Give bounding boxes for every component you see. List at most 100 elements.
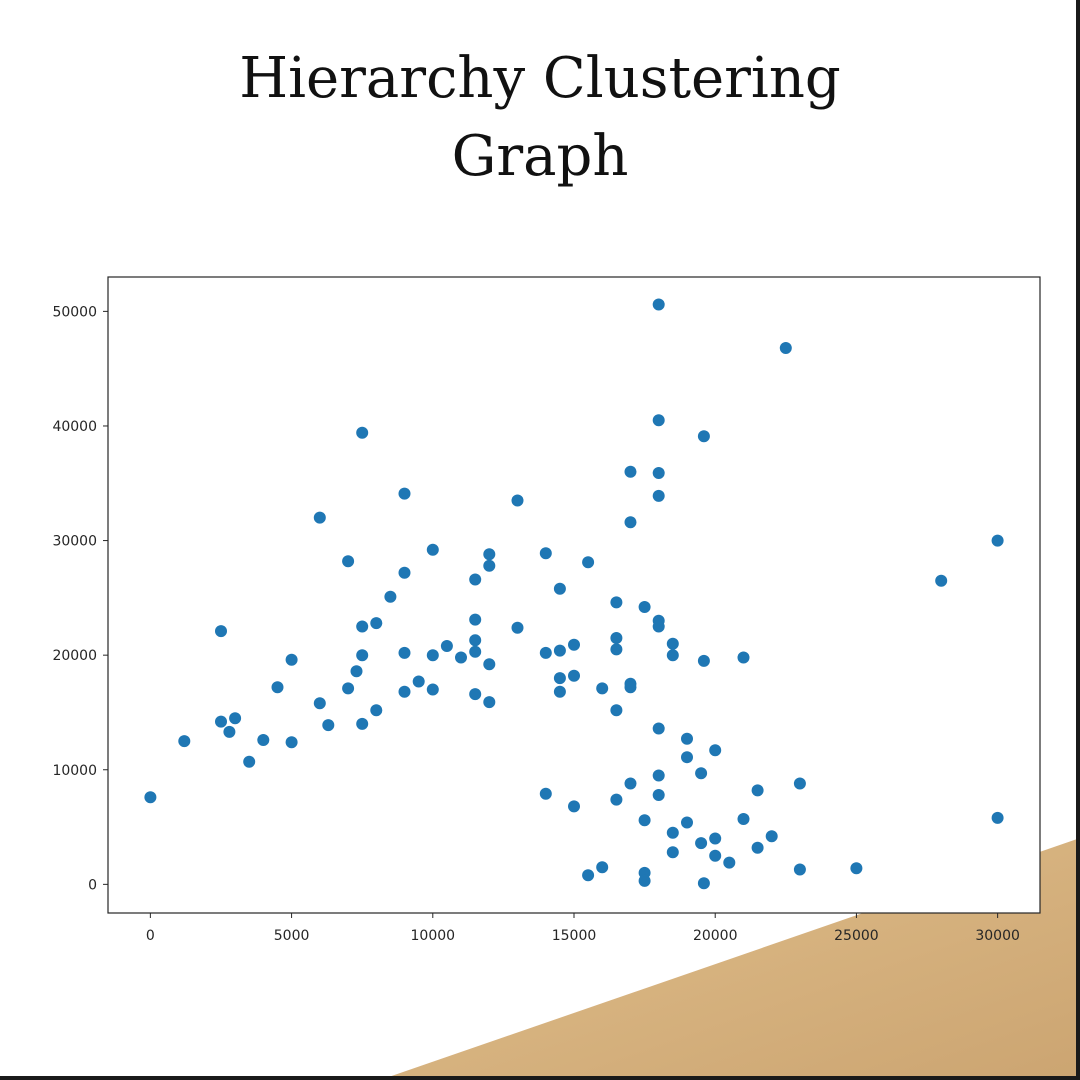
data-point <box>624 777 637 790</box>
data-point <box>793 863 806 876</box>
data-point <box>610 643 623 656</box>
data-point <box>709 832 722 845</box>
data-point <box>285 736 298 749</box>
data-point <box>624 516 637 529</box>
data-point <box>638 874 651 887</box>
data-point <box>666 826 679 839</box>
data-point <box>991 811 1004 824</box>
data-point <box>935 574 948 587</box>
x-tick-label: 25000 <box>834 928 879 944</box>
data-point <box>178 735 191 748</box>
data-point <box>398 566 411 579</box>
page-border-right <box>1076 0 1080 1080</box>
data-point <box>666 846 679 859</box>
data-point <box>779 342 792 354</box>
data-point <box>991 534 1004 547</box>
data-point <box>568 800 580 813</box>
title-line-2: Graph <box>451 124 629 189</box>
data-point <box>356 717 369 730</box>
data-point <box>539 787 552 800</box>
data-point <box>737 813 750 825</box>
data-point <box>342 682 355 695</box>
page-title: Hierarchy Clustering Graph <box>0 40 1080 196</box>
data-point <box>737 651 750 664</box>
data-point <box>596 861 609 874</box>
data-point <box>313 511 326 524</box>
data-point <box>553 685 566 698</box>
data-point <box>582 556 595 569</box>
data-point <box>610 596 623 609</box>
data-point <box>709 744 722 757</box>
data-point <box>229 712 242 725</box>
data-point <box>596 682 609 695</box>
data-point <box>350 665 363 678</box>
data-point <box>751 784 764 797</box>
data-point <box>469 645 482 658</box>
data-point <box>257 734 270 746</box>
data-point <box>313 697 326 710</box>
data-point <box>469 573 482 586</box>
data-point <box>285 653 298 666</box>
data-point <box>483 548 496 561</box>
data-point <box>511 494 524 507</box>
data-point <box>342 555 355 568</box>
data-point <box>271 681 284 694</box>
data-point <box>697 877 710 890</box>
data-point <box>610 704 623 717</box>
data-point <box>243 755 256 768</box>
data-point <box>793 777 806 790</box>
data-point <box>850 862 863 875</box>
y-tick-label: 20000 <box>52 648 97 664</box>
data-point <box>652 769 665 782</box>
data-point <box>398 685 411 698</box>
data-point <box>652 789 665 801</box>
data-point <box>638 601 651 613</box>
x-axis-ticks: 0 5000 10000 15000 20000 25000 30000 <box>146 913 1020 944</box>
data-point <box>511 621 524 634</box>
data-point <box>398 487 411 500</box>
data-point <box>610 632 623 644</box>
data-point <box>652 620 665 633</box>
data-point <box>426 649 439 662</box>
data-point <box>652 722 665 735</box>
data-point <box>751 841 764 854</box>
data-point <box>455 651 467 664</box>
data-point <box>426 683 439 696</box>
page-border-bottom <box>0 1076 1080 1080</box>
data-point <box>709 849 722 862</box>
data-point <box>384 590 397 603</box>
data-point <box>582 869 595 882</box>
data-point <box>553 644 566 657</box>
data-point <box>652 467 665 479</box>
plot-area-background <box>108 277 1040 913</box>
x-tick-label: 10000 <box>411 928 456 944</box>
data-point <box>469 688 482 701</box>
y-tick-label: 40000 <box>52 419 97 435</box>
y-tick-label: 50000 <box>52 304 97 320</box>
plot-frame <box>107 276 1041 914</box>
y-tick-label: 10000 <box>52 763 97 779</box>
data-point <box>440 640 453 652</box>
data-point <box>697 430 710 443</box>
x-tick-label: 30000 <box>975 928 1020 944</box>
data-point <box>223 725 236 738</box>
data-point <box>356 620 369 633</box>
data-point <box>483 658 496 671</box>
data-point <box>469 613 482 626</box>
data-point <box>652 489 665 502</box>
x-tick-label: 20000 <box>693 928 738 944</box>
data-point <box>144 791 157 804</box>
y-tick-label: 0 <box>88 877 97 893</box>
data-point <box>666 649 679 662</box>
data-point <box>412 675 425 688</box>
data-point <box>356 426 369 439</box>
data-point <box>553 672 566 685</box>
data-point <box>483 696 496 709</box>
data-point <box>652 298 665 311</box>
data-point <box>370 617 383 630</box>
data-point <box>695 767 708 780</box>
data-point <box>568 638 580 651</box>
data-point <box>322 719 335 732</box>
data-point <box>666 637 679 650</box>
